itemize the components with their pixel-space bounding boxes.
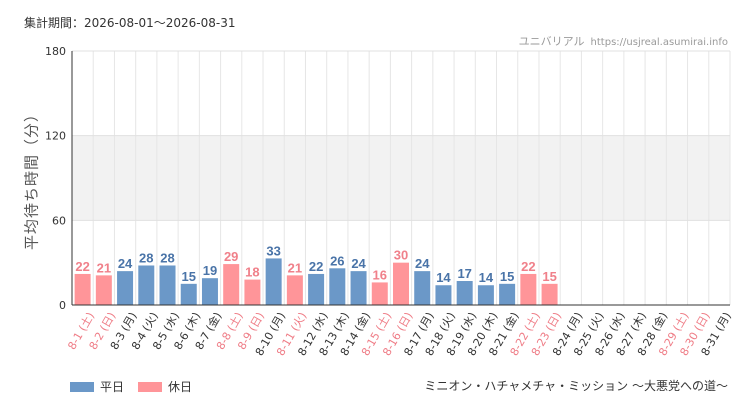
bar [286, 275, 303, 305]
value-label: 24 [415, 256, 430, 271]
bar [138, 265, 155, 305]
bar [74, 273, 91, 305]
value-label: 21 [288, 260, 302, 275]
legend: 平日 休日 [70, 378, 206, 395]
y-tick-label: 120 [45, 130, 66, 143]
y-tick-label: 180 [45, 45, 66, 58]
shaded-bands [72, 135, 730, 221]
value-label: 16 [373, 267, 387, 282]
bar [371, 282, 388, 305]
bar [95, 275, 112, 305]
y-tick-label: 0 [59, 299, 66, 312]
bars [74, 258, 558, 305]
value-label: 30 [394, 248, 408, 263]
bar [456, 281, 473, 305]
bar [201, 278, 218, 305]
vertical-gridlines [71, 51, 731, 305]
value-label: 15 [182, 269, 196, 284]
bar [541, 283, 558, 305]
value-label: 28 [160, 250, 174, 265]
shaded-band [72, 135, 730, 221]
site-url: https://usjreal.asumirai.info [590, 37, 728, 48]
value-label: 14 [479, 270, 494, 285]
bar [414, 271, 431, 305]
legend-item-holiday: 休日 [138, 378, 192, 395]
legend-item-weekday: 平日 [70, 378, 124, 395]
value-label: 26 [330, 253, 344, 268]
value-label: 18 [245, 265, 259, 280]
value-label: 22 [75, 259, 89, 274]
value-label: 29 [224, 249, 238, 264]
value-label: 21 [97, 260, 111, 275]
attraction-title: ミニオン・ハチャメチャ・ミッション ～大悪党への道～ [424, 379, 728, 393]
x-tick-labels: 8-1 (土)8-2 (日)8-3 (月)8-4 (火)8-5 (水)8-6 (… [65, 310, 734, 359]
bar [117, 271, 134, 305]
y-tick-label: 60 [52, 214, 66, 227]
bar [223, 264, 240, 305]
period-label: 集計期間：2026-08-01～2026-08-31 [24, 16, 236, 30]
value-label: 22 [521, 259, 535, 274]
value-label: 24 [351, 256, 366, 271]
bar [393, 262, 409, 305]
site-name: ユニバリアル [518, 35, 585, 48]
bar [244, 279, 261, 305]
legend-swatch-weekday [70, 381, 94, 392]
bar [499, 283, 516, 305]
value-label: 15 [500, 269, 514, 284]
value-labels: 22 21 24 28 28 15 19 29 18 33 21 22 26 24 16 30 24 14 17 14… [75, 243, 556, 285]
y-tick-labels: 0 60 120 180 [45, 45, 66, 312]
value-label: 15 [542, 269, 556, 284]
bar [329, 268, 346, 305]
bar [350, 271, 367, 305]
legend-swatch-holiday [138, 381, 163, 392]
value-label: 33 [266, 243, 280, 258]
legend-label-holiday: 休日 [168, 380, 193, 394]
bar [159, 265, 176, 305]
legend-label-weekday: 平日 [100, 380, 125, 394]
bar [477, 285, 494, 305]
bar [435, 285, 452, 305]
value-label: 24 [118, 256, 133, 271]
value-label: 28 [139, 250, 153, 265]
site-credit: ユニバリアル https://usjreal.asumirai.info [519, 33, 728, 49]
bar [265, 258, 282, 305]
value-label: 22 [309, 259, 323, 274]
y-axis-label: 平均待ち時間（分） [22, 105, 41, 251]
bar [520, 273, 537, 305]
value-label: 14 [436, 270, 451, 285]
value-label: 17 [457, 266, 471, 281]
bar [308, 273, 325, 305]
value-label: 19 [203, 263, 217, 278]
bar [180, 283, 197, 305]
